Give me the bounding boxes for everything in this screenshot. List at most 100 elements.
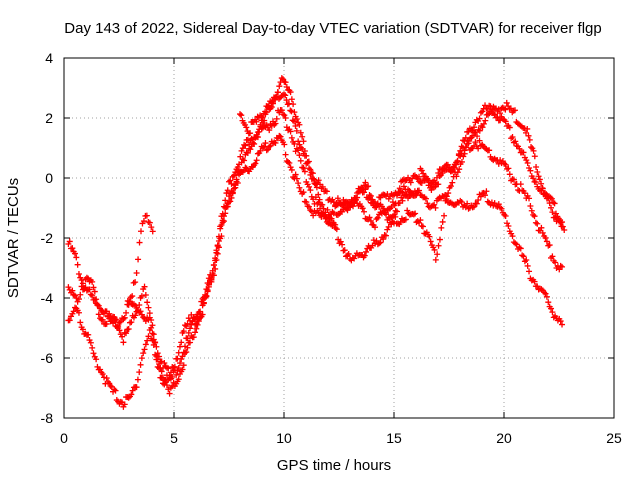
data-point [319, 183, 326, 190]
data-point [502, 118, 509, 125]
x-axis-title: GPS time / hours [277, 457, 391, 474]
data-point [293, 127, 300, 134]
data-point [482, 192, 489, 199]
data-point [539, 229, 546, 236]
data-point [528, 144, 535, 151]
data-point [486, 147, 493, 154]
data-point [512, 107, 518, 114]
data-point [479, 124, 486, 131]
data-point [265, 102, 272, 109]
data-point [453, 173, 460, 180]
data-point [93, 296, 100, 303]
data-point [483, 188, 490, 195]
data-point [179, 353, 186, 360]
data-point [158, 374, 165, 381]
data-point [163, 382, 170, 389]
data-point [443, 193, 450, 200]
data-point [542, 234, 549, 241]
data-point [281, 141, 288, 148]
y-tick-label: 2 [45, 110, 53, 126]
data-point [361, 208, 368, 215]
data-point [435, 242, 442, 249]
data-point [231, 172, 238, 179]
data-point [123, 309, 130, 316]
y-tick-label: -8 [41, 410, 54, 426]
data-point [552, 259, 559, 266]
data-point [312, 181, 319, 188]
data-point [399, 189, 406, 196]
data-point [212, 257, 219, 264]
data-point [75, 296, 82, 303]
data-point [474, 133, 481, 140]
data-point [331, 221, 338, 228]
data-point [438, 224, 445, 231]
data-point [339, 201, 346, 208]
data-point [295, 147, 302, 154]
data-point [417, 217, 424, 224]
data-point [549, 253, 556, 260]
data-point [229, 189, 236, 196]
data-point [436, 236, 443, 243]
data-point [132, 312, 139, 319]
data-point [259, 144, 266, 151]
data-point [559, 263, 566, 270]
data-point [512, 240, 519, 247]
data-point [458, 198, 465, 205]
grid [64, 58, 614, 418]
data-point [86, 337, 93, 344]
data-point [238, 147, 245, 154]
data-point [162, 379, 169, 386]
data-point [480, 120, 487, 127]
data-point [91, 296, 98, 303]
data-point [161, 360, 168, 367]
data-point [546, 242, 553, 249]
data-point [283, 84, 290, 91]
data-point [243, 124, 250, 131]
data-point [297, 129, 304, 136]
data-point [527, 202, 534, 209]
data-point [517, 245, 524, 252]
data-point [303, 199, 310, 206]
data-point [449, 179, 456, 186]
data-point [116, 319, 123, 326]
data-point [87, 291, 94, 298]
data-point [561, 226, 568, 233]
data-point [431, 201, 438, 208]
data-point [227, 177, 234, 184]
data-point [70, 291, 77, 298]
data-point [534, 169, 541, 176]
data-point [526, 268, 533, 275]
data-point [295, 138, 302, 145]
data-point [372, 224, 379, 231]
data-point [266, 143, 273, 150]
data-point [253, 157, 260, 164]
data-point [301, 152, 308, 159]
data-point [428, 186, 435, 193]
data-point [77, 291, 84, 298]
data-point [185, 329, 192, 336]
data-point [407, 179, 414, 186]
data-point [242, 164, 249, 171]
data-point [516, 145, 523, 152]
data-point [154, 363, 161, 370]
data-point [173, 371, 180, 378]
data-point [121, 314, 128, 321]
data-point [509, 134, 516, 141]
data-point [273, 115, 280, 122]
data-point [524, 125, 531, 132]
data-point [366, 194, 373, 201]
data-point [527, 167, 534, 174]
y-tick-label: 4 [45, 50, 53, 66]
data-point [366, 214, 373, 221]
data-point [146, 219, 153, 226]
data-point [204, 287, 211, 294]
data-points [65, 75, 568, 410]
data-point [424, 200, 431, 207]
data-point [254, 134, 261, 141]
data-point [495, 160, 502, 167]
data-point [259, 114, 266, 121]
data-point [86, 286, 93, 293]
data-point [276, 132, 283, 139]
data-point [299, 146, 306, 153]
data-point [268, 99, 275, 106]
